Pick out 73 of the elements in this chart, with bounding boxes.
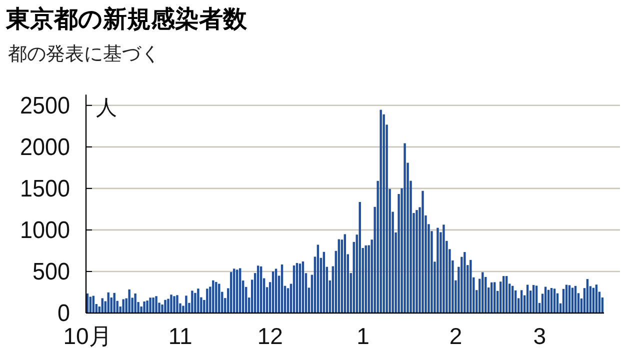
x-tick-label: 2 [449, 323, 462, 349]
bar [568, 285, 571, 313]
bar [191, 290, 194, 313]
bar [422, 190, 424, 313]
bar [364, 245, 367, 313]
bar [505, 276, 508, 313]
bar [134, 293, 136, 313]
bar [185, 296, 188, 313]
bar [586, 279, 589, 313]
x-tick-label: 1 [356, 323, 370, 349]
bar [194, 292, 196, 313]
chart-subtitle: 都の発表に基づく [8, 44, 160, 65]
bar [128, 289, 130, 313]
bar [164, 300, 166, 313]
bar [382, 114, 385, 313]
bar [236, 270, 238, 313]
bar [464, 252, 466, 313]
bar [280, 264, 284, 313]
bar [502, 276, 505, 313]
chart-title: 東京都の新規感染者数 [5, 6, 248, 33]
bar [322, 252, 326, 313]
bar [256, 266, 260, 313]
bar [146, 300, 148, 313]
bar [470, 260, 472, 313]
bar [344, 234, 346, 313]
bar [170, 294, 172, 313]
bar [167, 298, 170, 313]
x-tick-label: 3 [533, 323, 546, 349]
bar [442, 224, 445, 313]
bar [553, 288, 556, 313]
bar [494, 282, 496, 313]
bar [149, 298, 152, 313]
bar [286, 288, 290, 313]
bar [173, 296, 176, 313]
bar [260, 266, 262, 313]
bar [176, 295, 178, 313]
bar [197, 288, 200, 313]
x-tick-label: 11 [168, 323, 192, 349]
bar [436, 228, 439, 313]
bar [143, 301, 146, 313]
bar [404, 143, 406, 313]
y-tick-label: 500 [32, 258, 73, 286]
y-tick-label: 2000 [20, 134, 74, 161]
bar [482, 272, 484, 313]
bar [416, 210, 418, 313]
bar [152, 298, 154, 313]
bar [272, 271, 274, 313]
bar [212, 280, 214, 313]
bar [122, 299, 124, 313]
bar [520, 290, 523, 313]
bar [298, 264, 302, 313]
bar [535, 286, 538, 313]
y-tick-label: 2500 [20, 92, 74, 120]
bar [274, 268, 278, 313]
bar [595, 284, 598, 313]
bar [206, 288, 208, 313]
bar [155, 296, 158, 313]
bar [230, 272, 232, 313]
bar [292, 266, 296, 313]
bar [358, 202, 361, 313]
bar [380, 110, 382, 313]
y-axis-title: 人 [96, 96, 117, 120]
y-tick-label: 1000 [20, 216, 74, 244]
bar [239, 268, 242, 313]
bar [89, 296, 92, 313]
bar [338, 239, 340, 313]
bar [113, 292, 116, 313]
bar [233, 268, 236, 313]
x-tick-label: 12 [257, 323, 283, 349]
bar [302, 261, 304, 313]
bar [296, 263, 298, 313]
y-tick-label: 1500 [20, 175, 74, 202]
bar [316, 244, 320, 313]
